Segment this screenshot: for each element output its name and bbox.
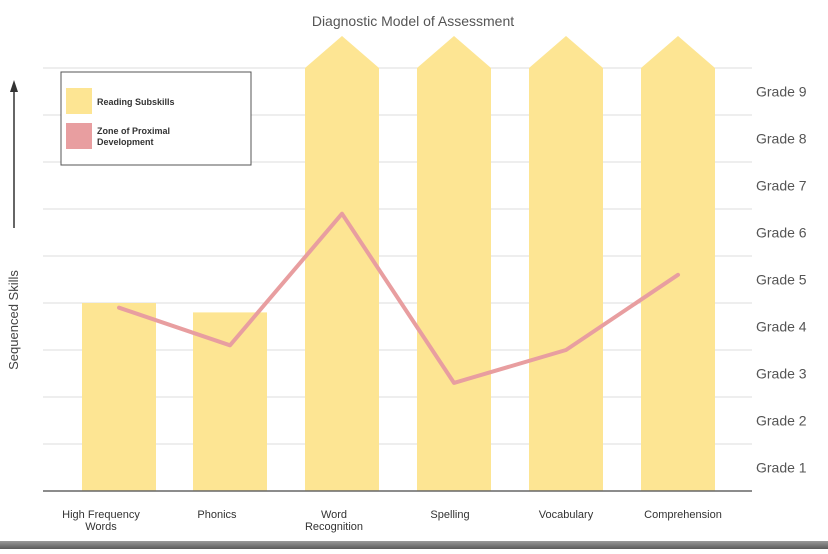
x-tick-label: Phonics — [197, 509, 237, 521]
legend-label-reading-subskills: Reading Subskills — [97, 97, 175, 107]
bar-phonics — [193, 312, 267, 491]
x-tick-label: Comprehension — [644, 509, 722, 521]
legend-box — [61, 72, 251, 165]
legend-swatch-reading-subskills — [66, 88, 92, 114]
up-arrow-icon — [10, 80, 18, 92]
bar-vocabulary — [529, 36, 603, 491]
bar-high-frequency-words — [82, 303, 156, 491]
y-tick-label: Grade 6 — [756, 225, 807, 241]
y-tick-label: Grade 5 — [756, 272, 807, 288]
x-tick-label: Vocabulary — [539, 509, 594, 521]
y-tick-label: Grade 1 — [756, 460, 807, 476]
y-tick-label: Grade 7 — [756, 178, 807, 194]
x-tick-label: Spelling — [430, 509, 469, 521]
bar-word-recognition — [305, 36, 379, 491]
y-tick-label: Grade 3 — [756, 366, 807, 382]
y-tick-label: Grade 8 — [756, 131, 807, 147]
window-bottom-edge — [0, 541, 828, 549]
y-tick-label: Grade 9 — [756, 84, 807, 100]
y-tick-label: Grade 4 — [756, 319, 807, 335]
y-axis-title-group: Sequenced Skills — [6, 80, 21, 370]
y-tick-labels: Grade 1 Grade 2 Grade 3 Grade 4 Grade 5 Grade… — [756, 84, 807, 476]
bar-spelling — [417, 36, 491, 491]
chart-title: Diagnostic Model of Assessment — [312, 13, 514, 29]
legend-swatch-zpd — [66, 123, 92, 149]
y-tick-label: Grade 2 — [756, 413, 807, 429]
y-axis-title: Sequenced Skills — [6, 270, 21, 370]
bar-comprehension — [641, 36, 715, 491]
